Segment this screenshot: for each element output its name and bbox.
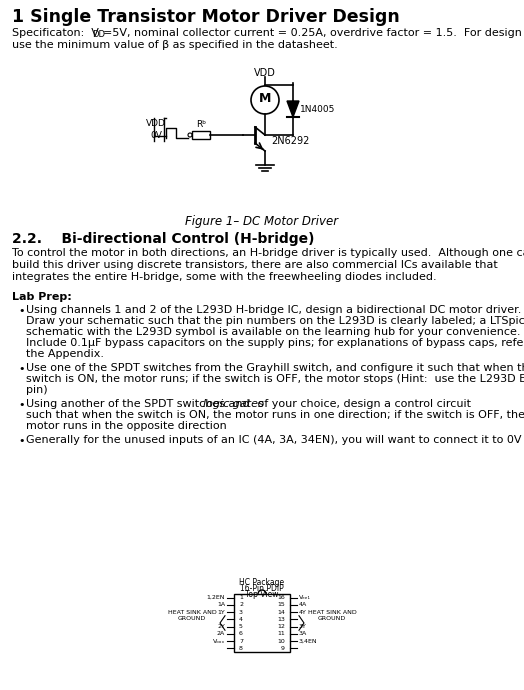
Text: 10: 10 [277,639,285,644]
Text: logic gates: logic gates [203,399,264,409]
Text: 6: 6 [239,631,243,636]
Text: M: M [259,92,271,106]
Text: such that when the switch is ON, the motor runs in one direction; if the switch : such that when the switch is ON, the mot… [26,410,524,420]
Text: 2.2.    Bi-directional Control (H-bridge): 2.2. Bi-directional Control (H-bridge) [12,232,314,246]
Text: 1 Single Transistor Motor Driver Design: 1 Single Transistor Motor Driver Design [12,8,400,26]
Text: 16: 16 [277,595,285,600]
Text: Lab Prep:: Lab Prep: [12,292,72,302]
Text: Vₒₒₓ: Vₒₒₓ [213,639,225,644]
Text: 2N6292: 2N6292 [271,136,309,146]
Text: 4A: 4A [299,602,307,607]
Text: Figure 1– DC Motor Driver: Figure 1– DC Motor Driver [185,215,339,228]
Text: 3,4EN: 3,4EN [299,639,318,644]
Text: HEAT SINK AND
GROUND: HEAT SINK AND GROUND [308,611,356,621]
Text: 8: 8 [239,646,243,651]
Text: 4Y: 4Y [299,610,307,615]
Text: 1A: 1A [217,602,225,607]
Text: 4: 4 [239,617,243,622]
Text: •: • [18,306,25,316]
Text: motor runs in the opposite direction: motor runs in the opposite direction [26,421,227,431]
Bar [234,594,290,652]
Bar [192,131,210,139]
Text: 7: 7 [239,639,243,644]
Text: 2Y: 2Y [217,624,225,629]
Text: 3: 3 [239,610,243,615]
Text: 15: 15 [277,602,285,607]
Text: 2: 2 [239,602,243,607]
Text: •: • [18,436,25,446]
Text: Using another of the SPDT switches and: Using another of the SPDT switches and [26,399,253,409]
Text: 1,2EN: 1,2EN [206,595,225,600]
Text: 3Y: 3Y [299,624,307,629]
Text: 12: 12 [277,624,285,629]
Text: 1: 1 [239,595,243,600]
Text: use the minimum value of β as specified in the datasheet.: use the minimum value of β as specified … [12,40,338,50]
Text: 13: 13 [277,617,285,622]
Text: DD: DD [92,30,105,39]
Text: Generally for the unused inputs of an IC (4A, 3A, 34EN), you will want to connec: Generally for the unused inputs of an IC… [26,435,521,445]
Text: Include 0.1μF bypass capacitors on the supply pins; for explanations of bypass c: Include 0.1μF bypass capacitors on the s… [26,338,524,348]
Text: 0V: 0V [150,131,162,140]
Text: 9: 9 [281,646,285,651]
Text: Draw your schematic such that the pin numbers on the L293D is clearly labeled; a: Draw your schematic such that the pin nu… [26,316,524,326]
Text: 1Y: 1Y [217,610,225,615]
Text: 11: 11 [277,631,285,636]
Text: =5V, nominal collector current = 0.25A, overdrive factor = 1.5.  For design purp: =5V, nominal collector current = 0.25A, … [103,28,524,38]
Text: HEAT SINK AND
GROUND: HEAT SINK AND GROUND [168,611,216,621]
Text: VDD: VDD [254,68,276,78]
Text: 14: 14 [277,610,285,615]
Text: pin): pin) [26,385,48,395]
Text: •: • [18,364,25,374]
Text: 5: 5 [239,624,243,629]
Text: •: • [18,400,25,410]
Text: the Appendix.: the Appendix. [26,349,104,359]
Text: of your choice, design a control circuit: of your choice, design a control circuit [254,399,471,409]
Text: 2A: 2A [217,631,225,636]
Text: build this driver using discrete transistors, there are also commercial ICs avai: build this driver using discrete transis… [12,260,498,270]
Text: integrates the entire H-bridge, some with the freewheeling diodes included.: integrates the entire H-bridge, some wit… [12,272,436,282]
Text: 16-Pin PDIP: 16-Pin PDIP [240,584,284,593]
Text: 3A: 3A [299,631,307,636]
Text: HC Package: HC Package [239,578,285,587]
Text: switch is ON, the motor runs; if the switch is OFF, the motor stops (Hint:  use : switch is ON, the motor runs; if the swi… [26,374,524,384]
Polygon shape [287,101,299,117]
Text: To control the motor in both directions, an H-bridge driver is typically used.  : To control the motor in both directions,… [12,248,524,258]
Text: schematic with the L293D symbol is available on the learning hub for your conven: schematic with the L293D symbol is avail… [26,327,520,337]
Text: Specificaton:  V: Specificaton: V [12,28,99,38]
Text: Using channels 1 and 2 of the L293D H-bridge IC, design a bidirectional DC motor: Using channels 1 and 2 of the L293D H-br… [26,305,521,315]
Text: Top View: Top View [245,590,279,599]
Text: 1N4005: 1N4005 [300,104,335,113]
Text: VDD: VDD [146,119,166,128]
Text: Use one of the SPDT switches from the Grayhill switch, and configure it such tha: Use one of the SPDT switches from the Gr… [26,363,524,373]
Text: Rᵇ: Rᵇ [196,120,206,129]
Text: Vₑₑ₁: Vₑₑ₁ [299,595,311,600]
